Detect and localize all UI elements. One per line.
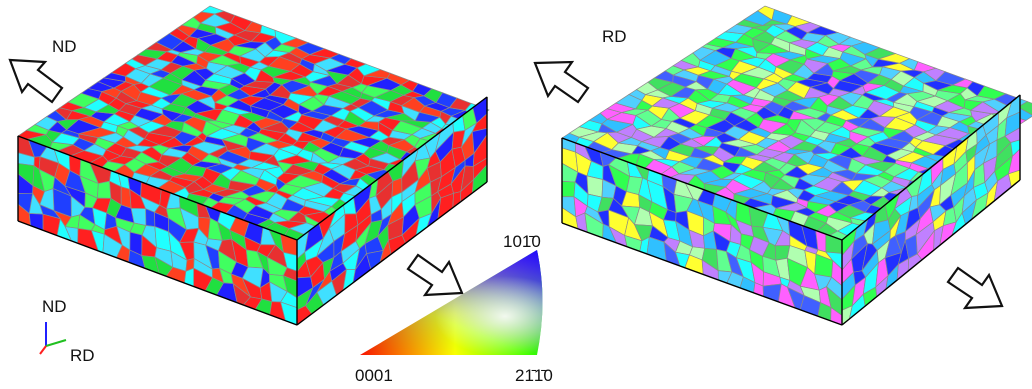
axis-td xyxy=(40,346,46,354)
grain xyxy=(97,181,111,198)
grain xyxy=(562,181,575,196)
arrow-nd xyxy=(10,60,62,102)
figure: ND RD ND RD 101̄0 0001 21̄1̄0 xyxy=(0,0,1032,389)
ipf-label: 21̄1̄0 xyxy=(515,366,553,385)
axis-label: ND xyxy=(42,297,67,316)
arrow-down xyxy=(408,255,462,295)
arrow-down xyxy=(948,268,1002,308)
axis-label: RD xyxy=(70,346,95,365)
ipf-label: 0001 xyxy=(355,366,393,385)
ipf-triangle xyxy=(355,245,555,360)
axis-rd xyxy=(46,340,66,346)
ipf-label: 101̄0 xyxy=(503,232,541,251)
arrow-label: RD xyxy=(602,27,627,46)
grain xyxy=(587,176,603,197)
arrow-rd xyxy=(535,62,588,102)
arrow-label: ND xyxy=(52,37,77,56)
